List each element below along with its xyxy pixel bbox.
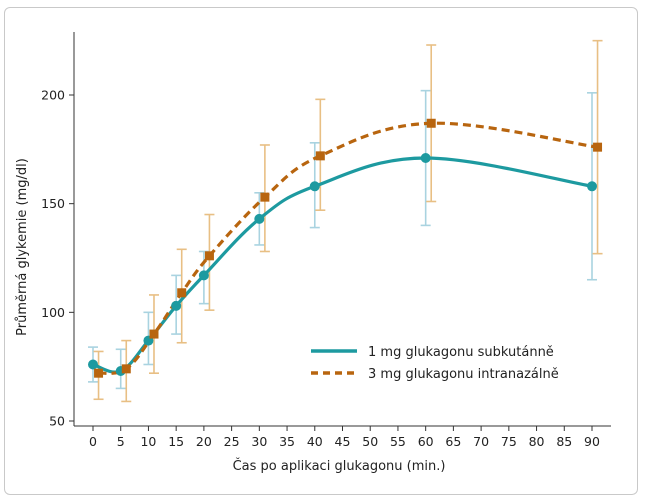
data-point-square — [593, 142, 603, 152]
x-tick-label: 90 — [584, 434, 600, 449]
data-point-square — [121, 364, 131, 374]
data-point-square — [149, 329, 159, 339]
x-tick-label: 0 — [89, 434, 97, 449]
x-tick-label: 30 — [251, 434, 267, 449]
series-markers — [88, 118, 603, 378]
series-line-subcutaneous — [92, 156, 593, 374]
x-tick-label: 40 — [307, 434, 323, 449]
data-point-circle — [88, 359, 98, 370]
x-tick-label: 85 — [556, 434, 572, 449]
data-point-square — [177, 288, 187, 298]
x-tick-label: 45 — [335, 434, 351, 449]
x-tick-label: 65 — [445, 434, 461, 449]
y-tick-label: 50 — [49, 414, 65, 429]
legend-label-intranasal: 3 mg glukagonu intranazálně — [368, 367, 559, 382]
data-point-square — [426, 118, 436, 128]
ticks: 0 5 10 15 20 25 30 35 40 45 50 55 60 65 70 75 80 85 90 50 10… — [41, 88, 600, 450]
y-tick-label: 100 — [41, 305, 65, 320]
data-point-square — [315, 151, 325, 161]
data-point-circle — [171, 300, 182, 311]
x-tick-label: 55 — [390, 434, 406, 449]
x-tick-label: 5 — [117, 434, 125, 449]
y-tick-label: 150 — [41, 196, 65, 211]
x-tick-label: 60 — [418, 434, 434, 449]
x-tick-label: 70 — [473, 434, 489, 449]
data-point-circle — [587, 181, 597, 192]
x-tick-label: 75 — [501, 434, 517, 449]
x-tick-label: 80 — [529, 434, 545, 449]
x-tick-label: 15 — [168, 434, 184, 449]
y-tick-label: 200 — [41, 88, 65, 103]
data-point-square — [260, 192, 270, 202]
legend-label-subcutaneous: 1 mg glukagonu subkutánně — [368, 345, 554, 360]
data-point-circle — [309, 181, 320, 192]
y-axis-title: Průměrná glykemie (mg/dl) — [15, 158, 30, 336]
series-line-intranasal — [98, 121, 598, 375]
data-point-circle — [254, 213, 265, 224]
x-tick-label: 35 — [279, 434, 295, 449]
data-point-square — [204, 251, 214, 261]
series-lines — [92, 121, 598, 375]
x-tick-label: 20 — [196, 434, 212, 449]
data-point-circle — [198, 270, 209, 281]
x-axis-title: Čas po aplikaci glukagonu (min.) — [233, 458, 446, 474]
x-tick-label: 25 — [224, 434, 240, 449]
data-point-square — [94, 368, 104, 378]
x-tick-label: 50 — [362, 434, 378, 449]
data-point-circle — [420, 153, 431, 164]
x-tick-label: 10 — [140, 434, 156, 449]
chart-frame — [4, 7, 638, 495]
legend: 1 mg glukagonu subkutánně 3 mg glukagonu… — [311, 345, 559, 382]
